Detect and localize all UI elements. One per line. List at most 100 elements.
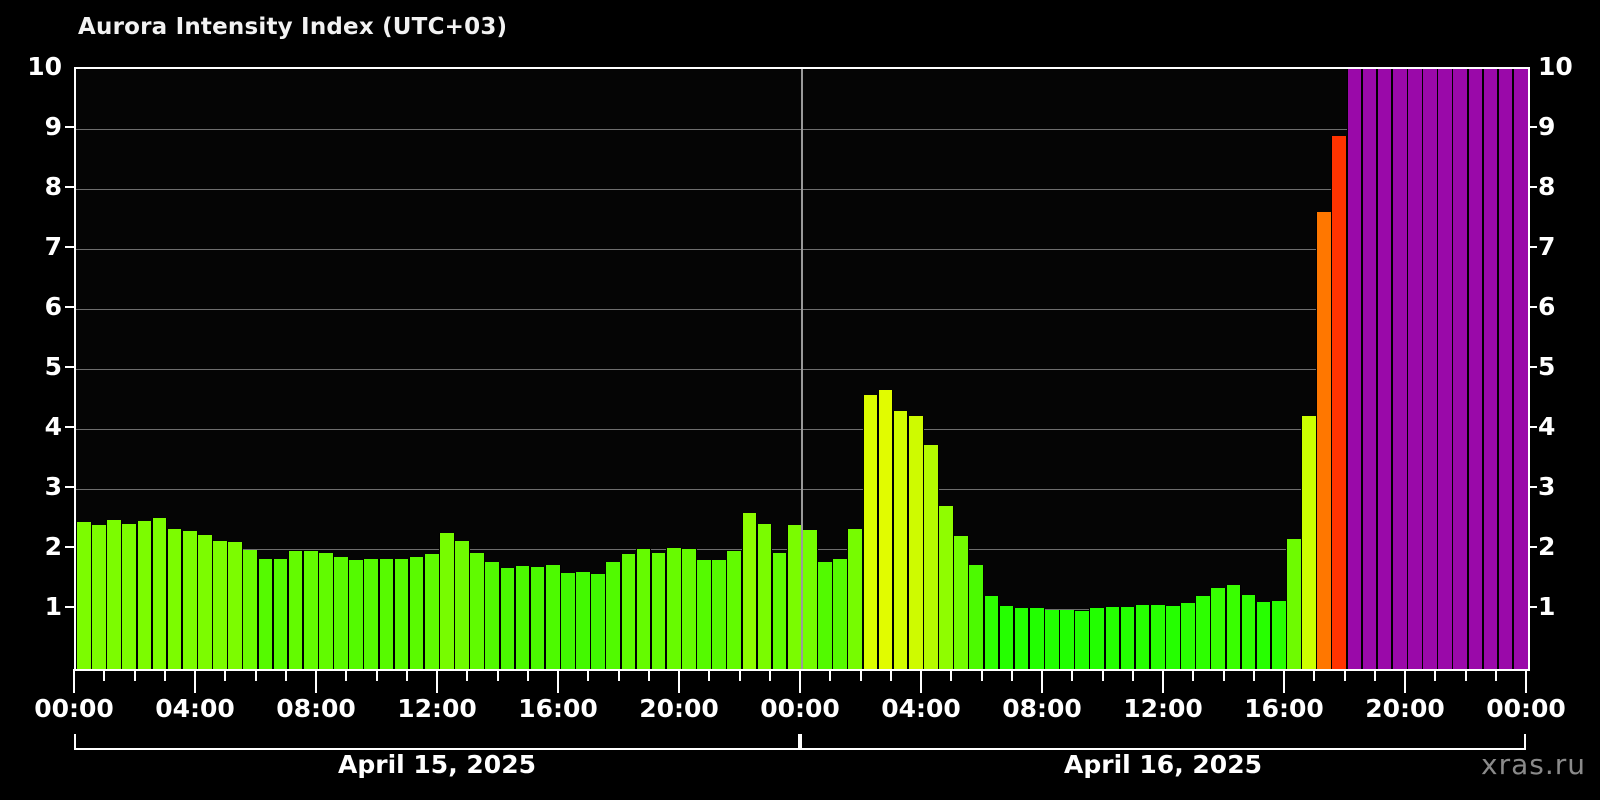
y-tick-mark-right-5 — [1528, 366, 1537, 368]
x-tick-minor — [1071, 669, 1074, 681]
y-tick-label-left-10: 10 — [27, 52, 62, 81]
bar — [1497, 69, 1514, 669]
bar — [91, 525, 107, 669]
bar — [1422, 69, 1438, 669]
bar — [242, 550, 259, 669]
x-tick-minor — [284, 669, 287, 681]
bar — [1028, 608, 1045, 669]
y-tick-mark-left-8 — [65, 186, 74, 188]
x-tick-label: 08:00 — [276, 694, 356, 723]
bar — [423, 553, 440, 669]
y-tick-label-left-9: 9 — [44, 112, 62, 141]
x-tick-minor — [224, 669, 227, 681]
bar — [106, 520, 122, 669]
x-tick-major — [436, 669, 438, 693]
x-tick-minor — [950, 669, 953, 681]
bar — [1301, 415, 1317, 669]
x-tick-minor — [1373, 669, 1376, 681]
x-tick-major — [1404, 669, 1406, 693]
x-tick-minor — [738, 669, 741, 681]
bar — [1089, 608, 1106, 669]
bar — [333, 557, 349, 669]
bar — [802, 530, 818, 669]
bar — [832, 558, 848, 669]
bar — [1452, 69, 1469, 669]
bar — [1482, 69, 1499, 669]
x-tick-minor — [375, 669, 378, 681]
bar — [1376, 69, 1393, 669]
bar — [953, 536, 969, 669]
x-tick-label: 12:00 — [397, 694, 477, 723]
bar — [998, 606, 1015, 669]
x-tick-major — [678, 669, 680, 693]
x-tick-major — [1041, 669, 1043, 693]
x-tick-label: 16:00 — [518, 694, 598, 723]
bar — [166, 528, 183, 669]
bar — [1391, 69, 1408, 669]
bar — [1407, 69, 1423, 669]
y-tick-mark-left-3 — [65, 486, 74, 488]
y-tick-mark-right-2 — [1528, 546, 1537, 548]
bar — [484, 562, 501, 669]
bar — [771, 553, 788, 669]
bar — [1331, 136, 1348, 669]
bar — [1467, 69, 1484, 669]
y-tick-mark-left-6 — [65, 306, 74, 308]
day-label: April 16, 2025 — [1064, 750, 1262, 779]
x-tick-minor — [496, 669, 499, 681]
x-tick-minor — [708, 669, 711, 681]
bar — [892, 411, 909, 669]
bar — [1074, 610, 1090, 669]
bar — [544, 565, 561, 669]
bar — [454, 541, 470, 669]
bar — [847, 528, 864, 669]
bar — [575, 571, 591, 669]
bar — [287, 550, 304, 669]
bar — [650, 553, 667, 669]
bar — [212, 540, 228, 669]
bar — [227, 541, 243, 669]
x-tick-minor — [980, 669, 983, 681]
bar — [1437, 69, 1453, 669]
y-tick-label-right-8: 8 — [1538, 172, 1556, 201]
x-tick-minor — [829, 669, 832, 681]
x-tick-minor — [526, 669, 529, 681]
y-tick-label-left-3: 3 — [44, 472, 62, 501]
day-bracket — [800, 734, 1526, 750]
x-tick-minor — [1131, 669, 1134, 681]
x-tick-minor — [1101, 669, 1104, 681]
x-tick-label: 00:00 — [760, 694, 840, 723]
x-tick-major — [920, 669, 922, 693]
bar — [469, 553, 485, 669]
x-tick-minor — [1434, 669, 1437, 681]
y-tick-label-right-5: 5 — [1538, 352, 1556, 381]
y-tick-mark-right-1 — [1528, 606, 1537, 608]
bar — [665, 547, 682, 669]
bar — [302, 550, 319, 669]
bar — [121, 523, 138, 669]
x-tick-minor — [1494, 669, 1497, 681]
x-tick-label: 16:00 — [1244, 694, 1324, 723]
x-tick-minor — [163, 669, 166, 681]
bar — [817, 561, 833, 669]
bar — [408, 557, 425, 669]
bar — [1104, 606, 1121, 669]
bar — [560, 573, 576, 669]
x-tick-label: 20:00 — [639, 694, 719, 723]
bar — [348, 560, 364, 669]
day-separator — [801, 69, 803, 669]
y-tick-label-right-3: 3 — [1538, 472, 1556, 501]
x-tick-minor — [1313, 669, 1316, 681]
bar — [1270, 601, 1287, 669]
day-bracket — [74, 734, 800, 750]
y-tick-label-right-10: 10 — [1538, 52, 1573, 81]
bar — [393, 558, 410, 669]
x-tick-minor — [405, 669, 408, 681]
bar — [1195, 596, 1211, 669]
bar — [635, 549, 652, 669]
x-tick-major — [1283, 669, 1285, 693]
y-tick-mark-right-8 — [1528, 186, 1537, 188]
plot-area — [74, 67, 1530, 671]
x-tick-major — [1525, 669, 1527, 693]
bar — [923, 444, 939, 669]
